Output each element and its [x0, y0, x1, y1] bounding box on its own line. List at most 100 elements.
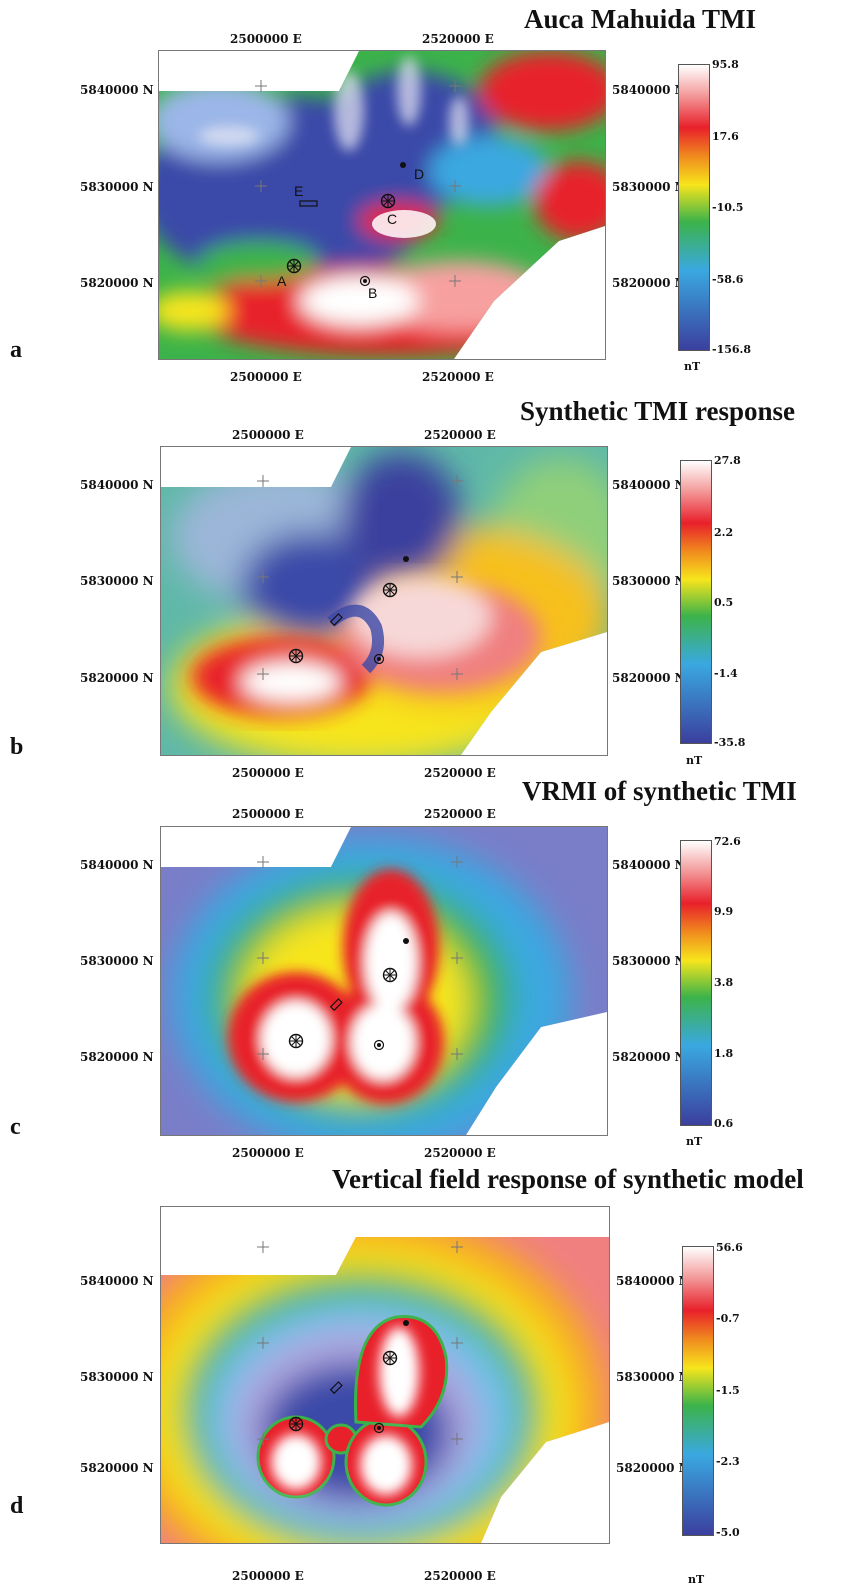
volcano-b-icon [359, 275, 371, 287]
y-tick-right: 5830000 N [612, 180, 686, 194]
volcano-b-icon [373, 653, 385, 665]
synthetic-tmi-map [160, 446, 608, 756]
colorbar-tick: 2.2 [714, 526, 734, 539]
dyke-e-icon [329, 613, 343, 627]
colorbar-tick: -0.7 [716, 1312, 740, 1325]
x-tick-top: 2520000 E [424, 428, 496, 442]
y-tick-right: 5820000 N [612, 276, 686, 290]
colorbar-unit: nT [688, 1573, 705, 1586]
x-tick-top: 2520000 E [422, 32, 494, 46]
y-tick-right: 5820000 N [612, 671, 686, 685]
point-d-icon [403, 1320, 409, 1326]
y-tick-left: 5840000 N [80, 1274, 154, 1288]
y-tick-right: 5840000 N [612, 83, 686, 97]
colorbar-tick: 3.8 [714, 976, 734, 989]
colorbar [678, 64, 710, 351]
y-tick-left: 5840000 N [80, 478, 154, 492]
colorbar-tick: -35.8 [714, 736, 746, 749]
panel-label: b [10, 734, 24, 760]
panel-title: Auca Mahuida TMI [524, 4, 757, 34]
dyke-e-icon [299, 200, 318, 207]
panel-label: c [10, 1114, 21, 1140]
x-tick-top: 2500000 E [232, 428, 304, 442]
x-tick-bottom: 2500000 E [232, 766, 304, 780]
y-tick-right: 5840000 N [612, 858, 686, 872]
colorbar-unit: nT [684, 360, 701, 373]
y-tick-right: 5840000 N [616, 1274, 690, 1288]
panel-b: Synthetic TMI response 2500000 E 2520000… [0, 394, 858, 784]
panel-label: d [10, 1493, 24, 1519]
colorbar-unit: nT [686, 754, 703, 767]
colorbar-tick: 0.6 [714, 1117, 734, 1130]
y-tick-left: 5820000 N [80, 1461, 154, 1475]
colorbar [680, 840, 712, 1126]
volcano-c-icon [382, 1350, 398, 1366]
panel-a: Auca Mahuida TMI 2500000 E 2520000 E 584… [0, 0, 858, 390]
colorbar-tick: 72.6 [714, 835, 741, 848]
dyke-e-icon [329, 998, 343, 1012]
x-tick-bottom: 2520000 E [424, 1569, 496, 1583]
marker-label-b: B [368, 285, 378, 301]
volcano-a-icon [288, 1033, 304, 1049]
volcano-a-icon [286, 258, 302, 274]
colorbar-tick: 1.8 [714, 1047, 734, 1060]
y-tick-left: 5820000 N [80, 276, 154, 290]
y-tick-left: 5820000 N [80, 1050, 154, 1064]
colorbar-tick: -58.6 [712, 273, 744, 286]
x-tick-top: 2500000 E [230, 32, 302, 46]
y-tick-left: 5830000 N [80, 574, 154, 588]
volcano-a-icon [288, 648, 304, 664]
x-tick-bottom: 2500000 E [232, 1146, 304, 1160]
marker-label-c: C [387, 211, 398, 227]
point-d-icon [400, 162, 406, 168]
colorbar-tick: -2.3 [716, 1455, 740, 1468]
y-tick-left: 5820000 N [80, 671, 154, 685]
y-tick-right: 5820000 N [616, 1461, 690, 1475]
y-tick-left: 5840000 N [80, 858, 154, 872]
volcano-b-icon [373, 1039, 385, 1051]
volcano-c-icon [382, 582, 398, 598]
dyke-e-icon [329, 1381, 343, 1395]
colorbar-tick: 27.8 [714, 454, 741, 467]
colorbar-tick: -156.8 [712, 343, 752, 356]
colorbar-tick: 0.5 [714, 596, 734, 609]
panel-title: Vertical field response of synthetic mod… [332, 1164, 804, 1194]
volcano-b-icon [373, 1422, 385, 1434]
colorbar-tick: 56.6 [716, 1241, 743, 1254]
y-tick-right: 5820000 N [612, 1050, 686, 1064]
panel-label: a [10, 337, 22, 363]
x-tick-bottom: 2520000 E [424, 766, 496, 780]
tmi-map: A B C D E [158, 50, 606, 360]
y-tick-right: 5830000 N [612, 954, 686, 968]
vertical-field-map [160, 1206, 610, 1544]
volcano-a-icon [288, 1416, 304, 1432]
y-tick-left: 5830000 N [80, 180, 154, 194]
marker-label-d: D [414, 166, 425, 182]
panel-title: VRMI of synthetic TMI [522, 776, 797, 806]
x-tick-top: 2520000 E [424, 807, 496, 821]
y-tick-right: 5830000 N [612, 574, 686, 588]
y-tick-right: 5830000 N [616, 1370, 690, 1384]
colorbar-tick: 95.8 [712, 58, 739, 71]
panel-d: Vertical field response of synthetic mod… [0, 1162, 858, 1589]
colorbar [680, 460, 712, 744]
colorbar [682, 1246, 714, 1536]
x-tick-bottom: 2520000 E [422, 370, 494, 384]
colorbar-tick: 9.9 [714, 905, 734, 918]
vrmi-map [160, 826, 608, 1136]
colorbar-tick: -10.5 [712, 201, 744, 214]
panel-c: VRMI of synthetic TMI 2500000 E 2520000 … [0, 774, 858, 1169]
x-tick-bottom: 2520000 E [424, 1146, 496, 1160]
colorbar-tick: 17.6 [712, 130, 739, 143]
point-d-icon [403, 938, 409, 944]
point-d-icon [403, 556, 409, 562]
y-tick-left: 5840000 N [80, 83, 154, 97]
colorbar-tick: -1.4 [714, 667, 738, 680]
marker-label-a: A [277, 273, 287, 289]
volcano-c-icon [380, 193, 396, 209]
x-tick-top: 2500000 E [232, 807, 304, 821]
x-tick-bottom: 2500000 E [230, 370, 302, 384]
colorbar-tick: -1.5 [716, 1384, 740, 1397]
colorbar-unit: nT [686, 1135, 703, 1148]
y-tick-left: 5830000 N [80, 954, 154, 968]
